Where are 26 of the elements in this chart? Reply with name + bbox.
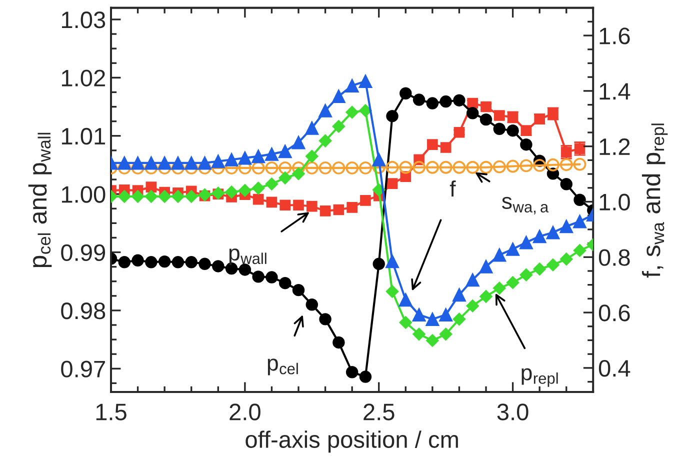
y-tick-label: 0.97 (61, 360, 105, 378)
y-tick-label: 1.03 (62, 12, 106, 28)
x-tick-label: 1.5 (96, 404, 126, 420)
annotation: f (450, 180, 456, 197)
x-axis-title: off-axis position / cm (246, 430, 458, 453)
y-tick-label: 1.00 (62, 186, 106, 203)
y-tick-label: 0.98 (61, 302, 106, 320)
annotation: p$_{repl}$ (522, 368, 558, 387)
x-tick-label: 3.0 (497, 404, 528, 420)
y-tick-label: 1.01 (62, 128, 105, 145)
y2-tick-label: 1.2 (600, 138, 630, 155)
y2-tick-label: 0.8 (598, 249, 630, 266)
annotation: s$_{wa,a}$ (502, 196, 549, 214)
y2-tick-label: 0.4 (598, 360, 630, 377)
x-tick-label: 2.0 (230, 404, 260, 420)
y2-tick-label: 1.6 (600, 28, 630, 44)
y2-tick-label: 1.0 (600, 194, 630, 211)
y2-tick-label: 0.6 (598, 304, 630, 322)
y2-axis-title: f, s$_{wa}$ and p$_{repl}$ (642, 124, 668, 278)
y2-tick-label: 1.4 (600, 83, 630, 100)
y-axis-title: p$_{cel}$ and p$_{wall}$ (28, 132, 52, 268)
annotation: p$_{wall}$ (229, 248, 266, 266)
y-tick-label: 0.99 (61, 244, 106, 262)
y-tick-label: 1.02 (62, 70, 105, 86)
x-tick-label: 2.5 (364, 404, 394, 420)
annotation: p$_{cel}$ (268, 358, 298, 376)
